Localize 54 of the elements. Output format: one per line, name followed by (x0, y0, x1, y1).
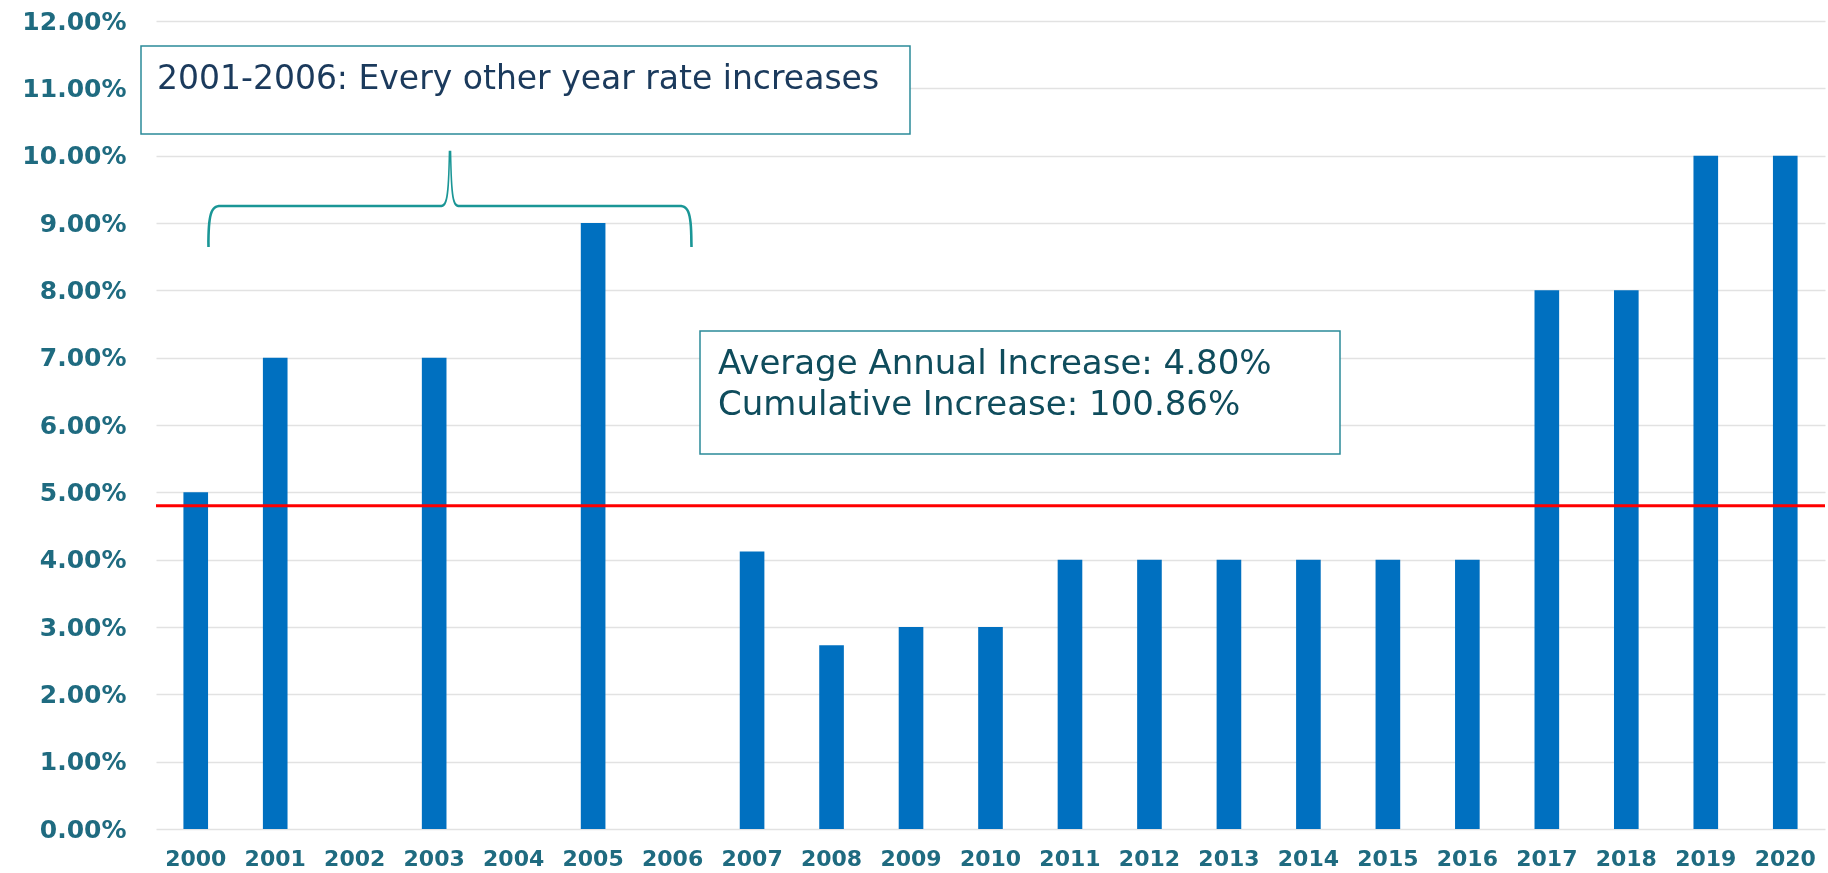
bar (1216, 559, 1242, 829)
x-tick-label: 2020 (1754, 845, 1816, 871)
bar (580, 223, 606, 829)
bar (978, 627, 1003, 829)
y-tick-label: 3.00% (39, 612, 127, 642)
y-tick-label: 9.00% (39, 208, 127, 238)
bar (1137, 559, 1162, 829)
y-tick-label: 2.00% (39, 679, 127, 709)
x-tick-label: 2015 (1357, 845, 1419, 871)
bar (262, 357, 288, 829)
bar (819, 645, 844, 829)
y-tick-label: 4.00% (39, 545, 127, 575)
bar (898, 627, 924, 829)
x-tick-label: 2017 (1516, 845, 1578, 871)
y-tick-label: 11.00% (22, 73, 127, 103)
x-tick-label: 2003 (403, 845, 465, 871)
bar (1455, 559, 1480, 829)
x-tick-label: 2013 (1198, 845, 1260, 871)
bar (739, 551, 765, 829)
bar (1296, 559, 1321, 829)
x-tick-label: 2007 (721, 845, 783, 871)
x-tick-label: 2010 (959, 845, 1022, 871)
x-tick-label: 2002 (324, 845, 386, 871)
bar (1693, 155, 1719, 829)
bar (421, 357, 447, 829)
bar (1772, 155, 1798, 829)
x-tick-label: 2011 (1039, 845, 1101, 871)
y-tick-label: 10.00% (22, 141, 127, 171)
annotation: Average Annual Increase: 4.80% Cumulative Increase: 100.86% (718, 342, 1272, 423)
y-tick-label: 8.00% (39, 275, 127, 305)
x-tick-label: 2019 (1675, 845, 1737, 871)
y-tick-label: 6.00% (39, 410, 127, 440)
x-tick-label: 2016 (1436, 845, 1498, 871)
y-tick-label: 5.00% (39, 477, 127, 507)
x-tick-label: 2012 (1118, 845, 1181, 871)
bar (1613, 290, 1639, 829)
x-tick-label: 2004 (483, 845, 545, 871)
annotation: 2001-2006: Every other year rate increases (157, 58, 880, 97)
x-tick-label: 2009 (880, 845, 942, 871)
y-tick-label: 1.00% (39, 747, 127, 777)
x-tick-label: 2014 (1277, 845, 1340, 871)
y-tick-label: 7.00% (39, 343, 127, 373)
y-tick-label: 0.00% (39, 814, 127, 844)
x-tick-label: 2018 (1595, 845, 1657, 871)
x-tick-label: 2001 (244, 845, 306, 871)
x-tick-label: 2008 (800, 845, 863, 871)
bar (1057, 559, 1083, 829)
bar (1375, 559, 1401, 829)
y-tick-label: 12.00% (22, 6, 127, 36)
x-tick-label: 2005 (562, 845, 624, 871)
x-tick-label: 2006 (641, 845, 704, 871)
bar (183, 492, 209, 829)
x-tick-label: 2000 (165, 845, 227, 871)
bar (1534, 290, 1560, 829)
